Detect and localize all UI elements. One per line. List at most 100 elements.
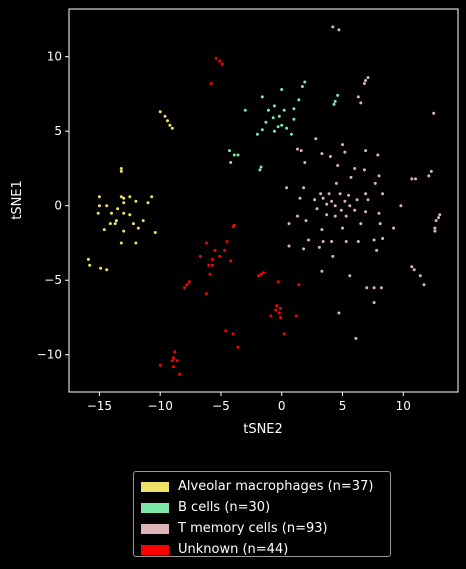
data-point — [277, 114, 281, 118]
data-point — [213, 248, 217, 252]
data-point — [96, 211, 100, 215]
legend-label: Alveolar macrophages (n=37) — [178, 479, 374, 494]
data-point — [262, 271, 265, 275]
data-point — [339, 208, 343, 212]
data-point — [356, 240, 360, 243]
data-point — [218, 59, 222, 63]
legend-swatch — [141, 544, 169, 555]
data-point — [271, 116, 275, 120]
data-point — [330, 240, 334, 243]
data-point — [279, 316, 282, 319]
legend-label: Unknown (n=44) — [178, 542, 289, 557]
data-point — [146, 201, 150, 205]
data-point — [372, 286, 376, 290]
data-point — [231, 332, 235, 336]
data-point — [320, 228, 324, 232]
data-point — [207, 263, 211, 267]
data-point — [437, 216, 440, 220]
data-point — [297, 98, 301, 102]
data-point — [299, 149, 303, 153]
data-point — [172, 365, 175, 369]
data-point — [119, 241, 123, 245]
data-point — [128, 213, 132, 217]
y-axis-ticks: −10 −5 0 5 10 — [37, 50, 69, 362]
data-point — [255, 132, 259, 136]
legend-label: T memory cells (n=93) — [178, 521, 328, 536]
data-point — [276, 280, 280, 284]
data-point — [313, 198, 317, 202]
data-point — [304, 219, 308, 223]
data-point — [333, 214, 337, 218]
data-point — [338, 192, 342, 196]
data-point — [376, 153, 380, 157]
data-point — [88, 263, 92, 267]
data-point — [321, 240, 325, 243]
data-point — [236, 345, 240, 349]
data-point — [260, 128, 264, 132]
data-point — [372, 301, 376, 305]
data-point — [379, 286, 383, 290]
data-point — [183, 286, 186, 290]
data-point — [307, 238, 310, 242]
legend-item: B cells (n=30) — [140, 497, 390, 518]
data-point — [172, 356, 175, 360]
data-point — [331, 254, 335, 258]
y-tick-label: 10 — [47, 50, 62, 64]
data-point — [279, 307, 282, 310]
y-tick-label: −5 — [44, 273, 62, 287]
data-point — [315, 207, 319, 211]
data-point — [224, 329, 228, 333]
data-point — [330, 199, 334, 203]
data-point — [285, 186, 289, 190]
data-point — [218, 254, 222, 258]
data-point — [410, 265, 414, 269]
data-point — [260, 95, 264, 99]
data-point — [229, 161, 233, 164]
data-point — [210, 263, 214, 267]
data-point — [86, 257, 90, 261]
y-tick-label: −10 — [37, 348, 62, 362]
data-point — [259, 272, 263, 276]
data-point — [302, 247, 306, 251]
data-point — [410, 177, 414, 181]
data-point — [320, 269, 324, 273]
data-point — [364, 210, 368, 214]
data-point — [303, 161, 307, 164]
legend-item: Alveolar macrophages (n=37) — [140, 476, 390, 497]
data-point — [204, 241, 208, 245]
data-point — [373, 181, 377, 185]
data-point — [108, 222, 112, 226]
data-point — [336, 93, 340, 97]
data-point — [287, 244, 291, 248]
x-tick-label: −15 — [87, 399, 112, 413]
data-point — [344, 240, 348, 243]
data-point — [434, 219, 438, 223]
data-point — [356, 95, 360, 99]
data-point — [349, 175, 353, 179]
data-point — [122, 196, 126, 200]
data-point — [297, 283, 301, 287]
data-point — [274, 308, 278, 312]
x-tick-label: 5 — [339, 399, 347, 413]
data-point — [381, 237, 385, 240]
x-tick-label: 10 — [396, 399, 411, 413]
data-point — [228, 149, 231, 153]
data-point — [122, 229, 126, 233]
legend-swatch — [141, 481, 169, 492]
data-point — [97, 204, 101, 208]
data-point — [231, 225, 235, 229]
data-point — [158, 110, 162, 114]
data-point — [296, 147, 299, 151]
data-point — [214, 56, 218, 60]
data-point — [438, 213, 442, 217]
data-point — [381, 192, 385, 196]
y-tick-label: 5 — [54, 124, 62, 138]
y-tick-label: 0 — [54, 199, 62, 213]
data-point — [354, 336, 358, 340]
data-point — [325, 213, 329, 217]
data-point — [150, 195, 154, 199]
data-point — [302, 186, 306, 190]
data-point — [136, 226, 140, 230]
points-layer — [86, 25, 442, 376]
